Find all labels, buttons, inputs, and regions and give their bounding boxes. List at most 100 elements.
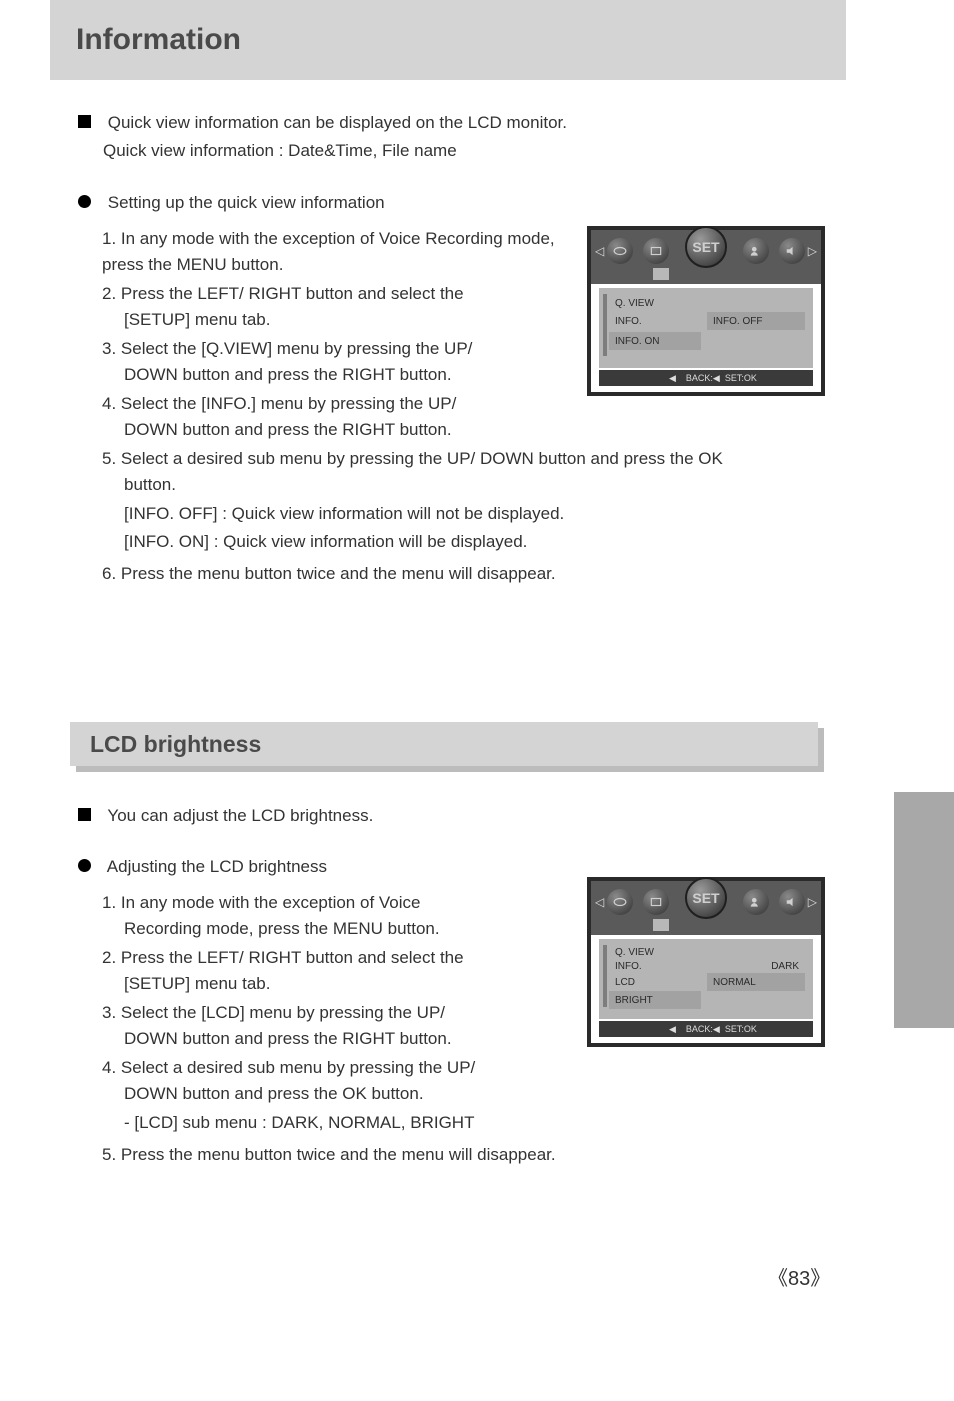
- screen2-bright-val: BRIGHT: [615, 995, 653, 1006]
- s1-step4a: 4. Select the [INFO.] menu by pressing t…: [102, 394, 456, 413]
- footer2-back-tri-icon: ◀: [669, 1024, 676, 1035]
- screen1-qview-label: Q. VIEW: [615, 298, 654, 309]
- steps-heading-label: Setting up the quick view information: [108, 193, 385, 212]
- angle-right-icon: 》: [810, 1268, 830, 1290]
- s1-step5b: button.: [124, 472, 802, 498]
- tab2-mode-icon: [607, 889, 633, 915]
- sec2-intro-line: You can adjust the LCD brightness.: [78, 803, 373, 829]
- screen2-row-bright: BRIGHT: [609, 991, 701, 1009]
- side-index-tab: [894, 792, 954, 1028]
- section-bar: LCD brightness: [70, 722, 818, 766]
- bullet-square-icon-2: [78, 808, 91, 821]
- screen1-tabbar: ◁ SET ▷: [591, 230, 821, 284]
- intro-line-2: Quick view information : Date&Time, File…: [103, 138, 457, 164]
- tab2-arrow-right-icon: ▷: [808, 895, 817, 909]
- screen2-normal-val: NORMAL: [713, 977, 756, 988]
- s2-step2a: 2. Press the LEFT/ RIGHT button and sele…: [102, 948, 464, 967]
- s1-step3b: DOWN button and press the RIGHT button.: [124, 362, 562, 388]
- s1-step4b: DOWN button and press the RIGHT button.: [124, 417, 562, 443]
- s1-step1: 1. In any mode with the exception of Voi…: [102, 226, 562, 279]
- angle-left-icon: 《: [768, 1268, 788, 1290]
- s2-step3a: 3. Select the [LCD] menu by pressing the…: [102, 1003, 445, 1022]
- steps-heading-2: Adjusting the LCD brightness: [78, 857, 327, 877]
- s2-step1: 1. In any mode with the exception of Voi…: [102, 890, 562, 943]
- s2-step2: 2. Press the LEFT/ RIGHT button and sele…: [102, 945, 562, 998]
- screen1-info-on-val: INFO. ON: [615, 336, 659, 347]
- screen2-footer: ◀ BACK:◀ SET:OK: [599, 1021, 813, 1037]
- tab-mode-icon: [607, 238, 633, 264]
- tab-image-icon: [643, 238, 669, 264]
- tab2-arrow-left-icon: ◁: [595, 895, 604, 909]
- page-number: 《83》: [768, 1262, 830, 1291]
- tab2-mycam-icon: [743, 889, 769, 915]
- screen1-info-off-val: INFO. OFF: [713, 316, 762, 327]
- steps-heading-2-label: Adjusting the LCD brightness: [107, 857, 327, 876]
- lcd-screen-1: ◁ SET ▷ Q. VIEW INFO. OFF INFO. INFO. ON: [587, 226, 825, 396]
- tab-mycam-icon: [743, 238, 769, 264]
- s2-step3: 3. Select the [LCD] menu by pressing the…: [102, 1000, 562, 1053]
- screen2-row-lcd: LCD: [609, 973, 699, 991]
- screen2-footer-text: BACK:◀ SET:OK: [686, 1024, 757, 1035]
- screen2-dark-val: DARK: [771, 961, 799, 972]
- intro-line: Quick view information can be displayed …: [78, 110, 567, 136]
- tab-set-button: SET: [685, 226, 727, 268]
- s2-step1a: 1. In any mode with the exception of Voi…: [102, 893, 420, 912]
- tab2-set-button: SET: [685, 877, 727, 919]
- s2-step2b: [SETUP] menu tab.: [124, 971, 562, 997]
- tab-arrow-left-icon: ◁: [595, 244, 604, 258]
- screen1-row-qview: Q. VIEW: [609, 294, 805, 312]
- s2-step4: 4. Select a desired sub menu by pressing…: [102, 1055, 562, 1108]
- s1-step2b: [SETUP] menu tab.: [124, 307, 562, 333]
- page-title: Information: [76, 23, 241, 57]
- s1-step2: 2. Press the LEFT/ RIGHT button and sele…: [102, 281, 562, 334]
- screen2-row-normal: NORMAL: [707, 973, 805, 991]
- s1-info-off: [INFO. OFF] : Quick view information wil…: [124, 501, 824, 527]
- screen1-footer-visible: BACK:◀ SET:OK: [686, 373, 757, 384]
- screen1-row-info: INFO.: [609, 312, 699, 330]
- tab2-image-icon: [643, 889, 669, 915]
- s1-step5a: 5. Select a desired sub menu by pressing…: [102, 449, 723, 468]
- screen2-qview-label: Q. VIEW: [615, 947, 654, 958]
- s1-step3a: 3. Select the [Q.VIEW] menu by pressing …: [102, 339, 472, 358]
- s2-step3b: DOWN button and press the RIGHT button.: [124, 1026, 562, 1052]
- s2-step4b: DOWN button and press the OK button.: [124, 1081, 562, 1107]
- tab-set-label: SET: [692, 239, 719, 255]
- screen2-scroll-indicator: [603, 945, 607, 1007]
- intro-text-1: Quick view information can be displayed …: [108, 113, 567, 132]
- s1-step2a: 2. Press the LEFT/ RIGHT button and sele…: [102, 284, 464, 303]
- page-header: Information: [50, 0, 846, 80]
- screen1-row-info-off: INFO. OFF: [707, 312, 805, 330]
- tab-sound-icon: [779, 238, 805, 264]
- s1-step4: 4. Select the [INFO.] menu by pressing t…: [102, 391, 562, 444]
- tab-sub-icon: [653, 268, 669, 280]
- lcd-screen-2: ◁ SET ▷ Q. VIEW INFO. DARK NORMAL LCD: [587, 877, 825, 1047]
- bullet-circle-icon-2: [78, 859, 91, 872]
- s2-sub-note: - [LCD] sub menu : DARK, NORMAL, BRIGHT: [124, 1110, 824, 1136]
- screen1-footer: ◀ BACK:◀ SET:OK BACK:◀ SET:OK: [599, 370, 813, 386]
- footer-back-tri-icon: ◀: [669, 373, 676, 384]
- steps-heading-1: Setting up the quick view information: [78, 193, 385, 213]
- bullet-circle-icon: [78, 195, 91, 208]
- screen2-body: Q. VIEW INFO. DARK NORMAL LCD BRIGHT: [599, 939, 813, 1019]
- s1-info-on: [INFO. ON] : Quick view information will…: [124, 529, 824, 555]
- bullet-square-icon: [78, 115, 91, 128]
- screen1-info-label: INFO.: [615, 316, 642, 327]
- screen1-row-info-on: INFO. ON: [609, 332, 701, 350]
- s1-step5: 5. Select a desired sub menu by pressing…: [102, 446, 802, 499]
- tab2-set-label: SET: [692, 890, 719, 906]
- sec2-intro-text: You can adjust the LCD brightness.: [107, 806, 373, 825]
- section-bar-title: LCD brightness: [90, 731, 261, 758]
- s2-step4a: 4. Select a desired sub menu by pressing…: [102, 1058, 475, 1077]
- tab-arrow-right-icon: ▷: [808, 244, 817, 258]
- screen2-lcd-label: LCD: [615, 977, 635, 988]
- screen1-body: Q. VIEW INFO. OFF INFO. INFO. ON: [599, 288, 813, 368]
- screen2-info-label: INFO.: [615, 961, 642, 972]
- tab2-sub-icon: [653, 919, 669, 931]
- s1-step6: 6. Press the menu button twice and the m…: [102, 561, 802, 587]
- tab2-sound-icon: [779, 889, 805, 915]
- screen1-scroll-indicator: [603, 294, 607, 356]
- page-number-value: 83: [788, 1268, 810, 1290]
- s2-step1b: Recording mode, press the MENU button.: [124, 916, 562, 942]
- s2-step5: 5. Press the menu button twice and the m…: [102, 1142, 802, 1168]
- s1-step3: 3. Select the [Q.VIEW] menu by pressing …: [102, 336, 562, 389]
